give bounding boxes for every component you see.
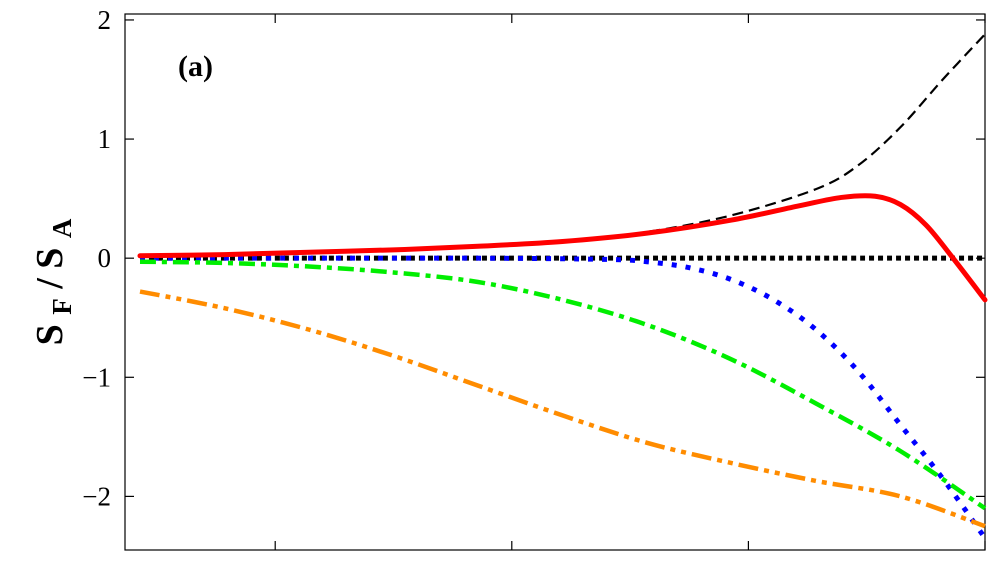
x-axis-ticks bbox=[274, 14, 986, 550]
y-axis-label-main2: S bbox=[29, 248, 71, 269]
y-tick-label: 1 bbox=[98, 124, 112, 154]
series-line-4 bbox=[139, 259, 987, 511]
series-line-3 bbox=[140, 255, 988, 540]
series-line-5 bbox=[139, 289, 986, 529]
y-axis-label-sub1: F bbox=[47, 298, 77, 315]
panel-label: (a) bbox=[178, 50, 213, 83]
series-line-0 bbox=[139, 33, 986, 257]
y-axis-label-main: S bbox=[29, 324, 71, 345]
y-axis-label-sub2: A bbox=[47, 218, 77, 238]
series-layer bbox=[137, 33, 988, 540]
plot-frame bbox=[124, 13, 986, 551]
y-tick-label: 0 bbox=[98, 243, 112, 273]
y-axis-label: S F / S A bbox=[29, 218, 80, 345]
y-axis-label-sep: / bbox=[29, 278, 71, 290]
y-axis-ticks: 2 1 0 −1 −2 bbox=[82, 5, 985, 511]
y-tick-label: −2 bbox=[82, 481, 111, 511]
y-tick-label: −1 bbox=[82, 362, 111, 392]
series-line-1 bbox=[137, 193, 988, 303]
y-tick-label: 2 bbox=[98, 5, 112, 35]
